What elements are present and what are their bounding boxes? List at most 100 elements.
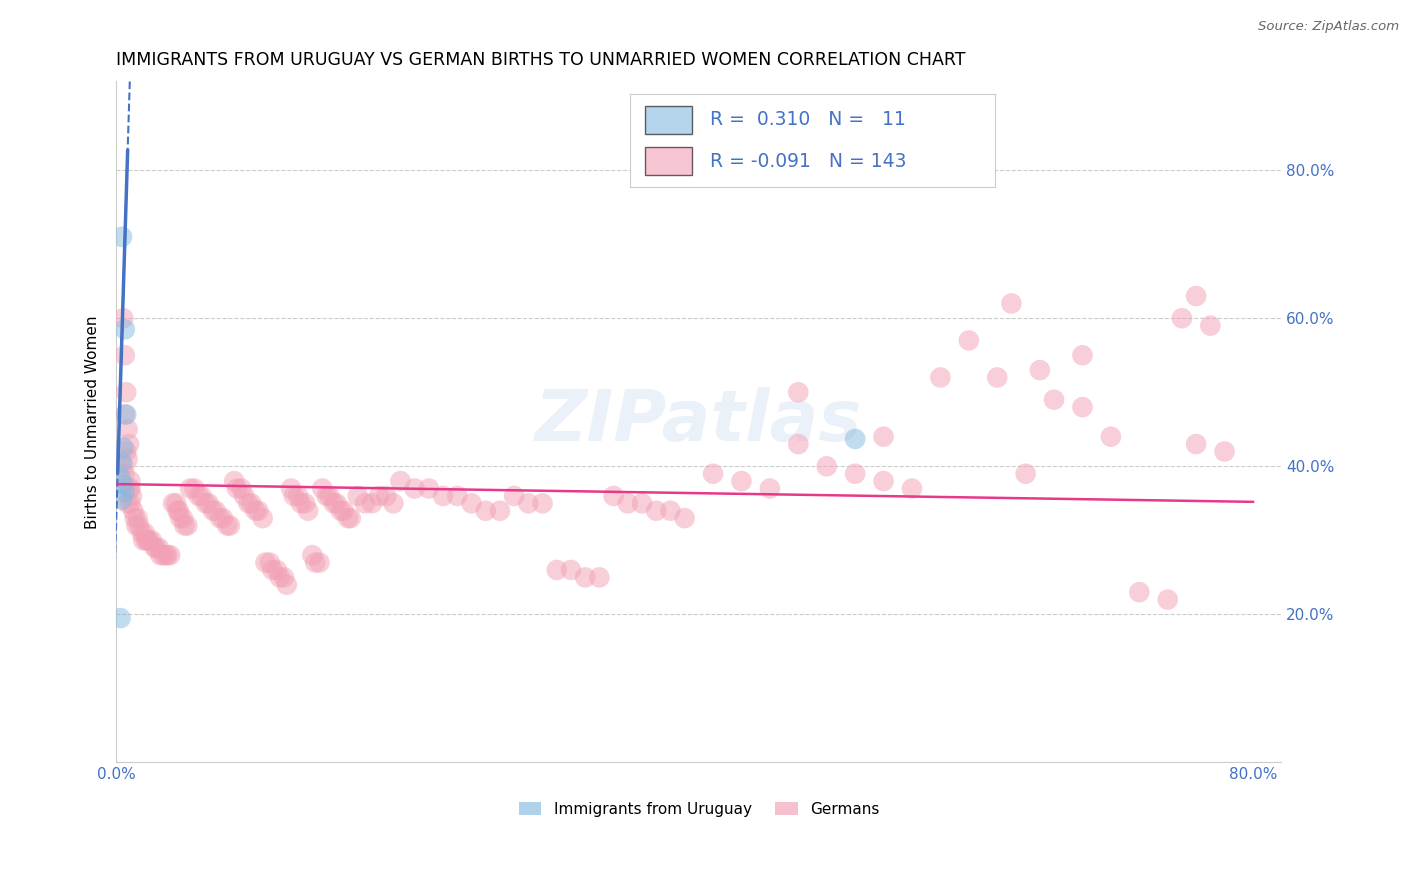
Point — [269, 570, 291, 584]
Point — [120, 496, 142, 510]
Point — [172, 511, 194, 525]
Point — [872, 474, 894, 488]
Point — [117, 422, 139, 436]
Point — [1185, 289, 1208, 303]
Point — [179, 482, 201, 496]
Point — [111, 456, 134, 470]
Point — [183, 482, 205, 496]
Point — [233, 489, 256, 503]
Point — [844, 467, 866, 481]
FancyBboxPatch shape — [644, 147, 692, 175]
Point — [1128, 585, 1150, 599]
Point — [122, 504, 145, 518]
Point — [404, 482, 426, 496]
Point — [114, 467, 136, 481]
Point — [166, 504, 188, 518]
Point — [125, 518, 148, 533]
Point — [1071, 348, 1094, 362]
Point — [114, 322, 136, 336]
Point — [112, 459, 135, 474]
FancyBboxPatch shape — [644, 106, 692, 134]
Point — [112, 441, 135, 455]
Point — [114, 408, 136, 422]
Point — [1171, 311, 1194, 326]
Point — [231, 482, 253, 496]
Point — [148, 541, 170, 555]
Point — [375, 489, 398, 503]
Point — [117, 451, 139, 466]
Point — [162, 496, 184, 510]
Point — [226, 482, 249, 496]
Point — [1199, 318, 1222, 333]
Point — [325, 496, 347, 510]
Point — [204, 504, 226, 518]
Point — [957, 334, 980, 348]
Point — [1043, 392, 1066, 407]
Point — [273, 570, 295, 584]
Point — [110, 470, 132, 484]
Point — [645, 504, 668, 518]
Point — [1029, 363, 1052, 377]
Point — [115, 385, 138, 400]
Point — [503, 489, 526, 503]
Point — [361, 496, 384, 510]
Point — [382, 496, 405, 510]
Point — [132, 533, 155, 548]
Point — [418, 482, 440, 496]
Point — [336, 511, 359, 525]
Text: R = -0.091   N = 143: R = -0.091 N = 143 — [710, 152, 907, 170]
Point — [1213, 444, 1236, 458]
Point — [111, 229, 134, 244]
Point — [759, 482, 782, 496]
Point — [432, 489, 454, 503]
Point — [254, 556, 277, 570]
Point — [238, 496, 260, 510]
Point — [1000, 296, 1022, 310]
Point — [339, 511, 361, 525]
Point — [120, 482, 142, 496]
Point — [208, 511, 231, 525]
Point — [187, 489, 209, 503]
Point — [474, 504, 496, 518]
Point — [588, 570, 610, 584]
Point — [152, 548, 174, 562]
Point — [110, 611, 132, 625]
Point — [389, 474, 412, 488]
Point — [224, 474, 246, 488]
Text: R =  0.310   N =   11: R = 0.310 N = 11 — [710, 111, 907, 129]
Point — [659, 504, 682, 518]
Text: IMMIGRANTS FROM URUGUAY VS GERMAN BIRTHS TO UNMARRIED WOMEN CORRELATION CHART: IMMIGRANTS FROM URUGUAY VS GERMAN BIRTHS… — [117, 51, 966, 69]
Point — [531, 496, 554, 510]
Point — [1185, 437, 1208, 451]
Point — [211, 511, 233, 525]
Point — [787, 437, 810, 451]
Point — [322, 496, 344, 510]
Point — [297, 504, 319, 518]
Point — [112, 311, 135, 326]
Point — [730, 474, 752, 488]
Point — [517, 496, 540, 510]
Point — [1014, 467, 1036, 481]
Point — [259, 556, 281, 570]
Point — [159, 548, 181, 562]
Point — [128, 518, 150, 533]
Y-axis label: Births to Unmarried Women: Births to Unmarried Women — [86, 315, 100, 529]
Point — [217, 518, 239, 533]
Point — [127, 511, 149, 525]
Point — [134, 525, 156, 540]
Point — [574, 570, 596, 584]
Point — [276, 578, 298, 592]
Point — [169, 511, 191, 525]
Point — [287, 489, 309, 503]
Point — [602, 489, 624, 503]
Point — [368, 489, 391, 503]
Point — [929, 370, 952, 384]
Point — [141, 533, 163, 548]
Point — [308, 556, 330, 570]
Point — [617, 496, 640, 510]
Point — [201, 504, 224, 518]
Point — [631, 496, 654, 510]
Point — [460, 496, 482, 510]
Point — [197, 496, 219, 510]
Point — [262, 563, 284, 577]
